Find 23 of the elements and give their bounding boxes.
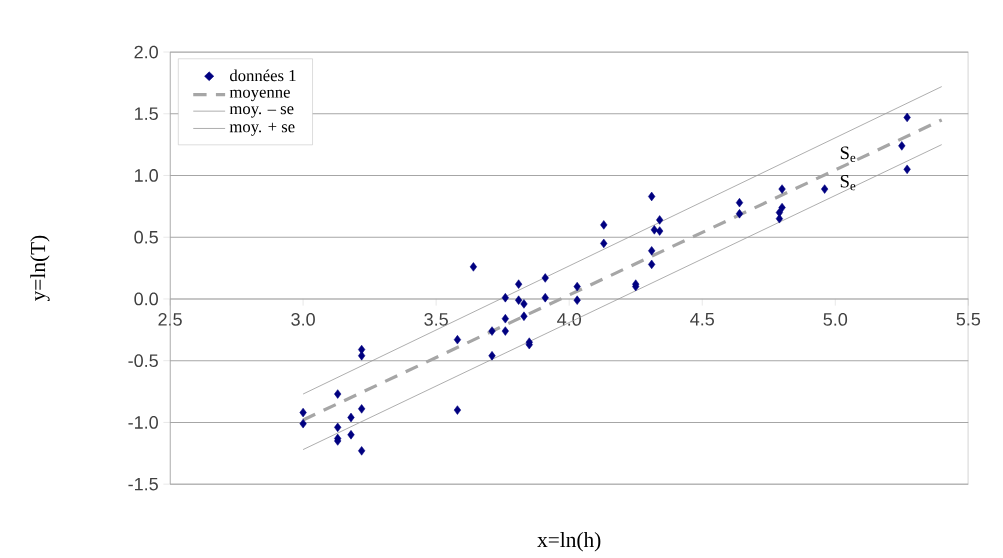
legend-label: moy. + se — [229, 122, 295, 136]
annotation: S$_{e}$ — [840, 146, 856, 162]
y-tick-label: -1.0 — [128, 415, 158, 429]
x-tick-label: 3.0 — [291, 312, 315, 326]
x-tick-label: 5.5 — [956, 312, 981, 326]
y-tick-label: 1.5 — [135, 107, 158, 120]
x-axis-title: x=ln(h) — [537, 532, 601, 552]
x-tick-label: 4.5 — [690, 312, 715, 326]
y-tick-label: 1.0 — [135, 169, 158, 182]
x-tick-label: 2.5 — [158, 312, 182, 326]
y-axis-title: y=ln(T) — [30, 235, 50, 302]
y-tick-label: 2.0 — [134, 45, 158, 59]
x-tick-label: 3.5 — [424, 312, 448, 326]
legend-label: moyenne — [229, 89, 290, 102]
y-tick-label: 0.0 — [134, 292, 158, 306]
y-tick-label: -1.5 — [128, 477, 158, 491]
x-tick-label: 4.0 — [557, 312, 581, 326]
y-tick-label: -0.5 — [128, 354, 158, 367]
legend-label: données 1 — [229, 69, 296, 82]
legend-label: moy. – se — [229, 106, 294, 118]
y-tick-label: 0.5 — [134, 230, 158, 244]
annotation: S$_{e}$ — [840, 174, 856, 191]
x-tick-label: 5.0 — [823, 312, 848, 326]
